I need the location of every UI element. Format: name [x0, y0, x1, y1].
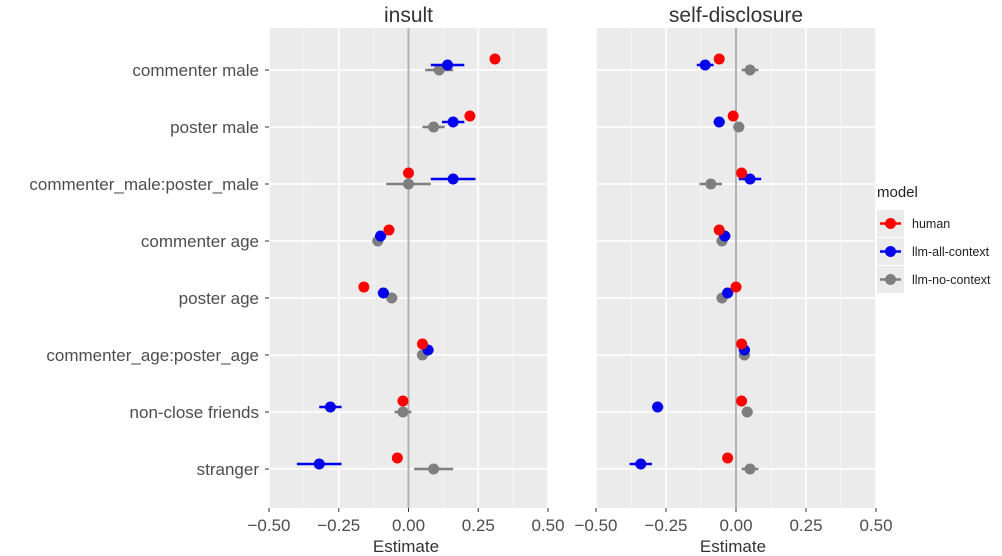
panels: insult−0.50 −0.25 0.00 0.25 0.50self-disclos… [247, 4, 892, 535]
x-tick-label: 0.50 [859, 516, 892, 535]
data-point [464, 110, 476, 122]
x-axis-title-self-disclosure: Estimate [700, 537, 766, 556]
data-point [324, 401, 336, 413]
panel-insult: insult −0.50 −0.25 0.00 0.25 0.50 [247, 4, 564, 535]
data-point [733, 121, 745, 133]
data-point [397, 395, 409, 407]
data-point [433, 64, 445, 76]
data-point [722, 452, 734, 464]
data-point [428, 121, 440, 133]
data-point [727, 110, 739, 122]
data-point [722, 287, 734, 299]
data-point [652, 401, 664, 413]
x-tick-label: 0.25 [462, 516, 495, 535]
y-category-label: stranger [197, 460, 260, 479]
x-tick-label: −0.50 [247, 516, 290, 535]
y-category-label: poster age [179, 289, 259, 308]
data-point [713, 53, 725, 65]
data-point [403, 167, 414, 179]
data-point [713, 116, 725, 128]
data-point [741, 406, 753, 418]
data-point [391, 452, 403, 464]
data-point [744, 64, 756, 76]
data-point [358, 281, 370, 293]
data-point [744, 173, 756, 185]
x-tick-label: 0.00 [392, 516, 425, 535]
data-point [635, 458, 647, 470]
data-point [428, 463, 440, 475]
panel-self-disclosure: self-disclosure −0.50 −0.25 0.00 0.25 0.50 [574, 4, 892, 535]
data-point [416, 338, 428, 350]
x-tick-label: 0.00 [719, 516, 752, 535]
legend-label: human [912, 217, 950, 231]
x-axis-title-insult: Estimate [373, 537, 439, 556]
data-point [744, 463, 756, 475]
data-point [383, 224, 395, 236]
x-tick-label: −0.50 [574, 516, 617, 535]
series-llm-all-context [629, 59, 762, 470]
legend-title: model [877, 184, 918, 201]
data-point [386, 292, 398, 304]
data-point [375, 230, 387, 242]
data-point [442, 59, 454, 71]
data-point [699, 59, 711, 71]
data-point [705, 178, 717, 190]
legend-key-point [885, 218, 896, 229]
legend-label: llm-no-context [912, 273, 991, 287]
data-point [377, 287, 389, 299]
x-tick-label: 0.25 [789, 516, 822, 535]
panel-title: insult [384, 4, 433, 27]
data-point [713, 224, 725, 236]
x-tick-label: 0.50 [531, 516, 564, 535]
data-point [397, 406, 409, 418]
data-point [730, 281, 742, 293]
y-category-label: commenter male [132, 61, 259, 80]
data-point [489, 53, 501, 65]
data-point [447, 116, 459, 128]
y-category-label: commenter_age:poster_age [46, 346, 259, 365]
legend-key-point [885, 274, 896, 285]
x-tick-label: −0.25 [644, 516, 687, 535]
data-point [736, 395, 748, 407]
y-category-label: commenter_male:poster_male [29, 175, 259, 194]
data-point [403, 178, 414, 190]
series-llm-all-context [296, 59, 476, 470]
panel-title: self-disclosure [669, 4, 803, 27]
data-point [736, 167, 748, 179]
y-axis-category-labels: commenter male poster male commenter_male:… [29, 61, 269, 479]
data-point [313, 458, 325, 470]
legend: model human llm-all-context llm-no-context [877, 184, 991, 293]
y-category-label: poster male [170, 118, 259, 137]
series-human [713, 53, 748, 464]
y-category-label: non-close friends [130, 403, 259, 422]
data-point [736, 338, 748, 350]
series-llm-no-context [372, 64, 454, 475]
y-category-label: commenter age [141, 232, 259, 251]
legend-key-point [885, 246, 896, 257]
legend-label: llm-all-context [912, 245, 990, 259]
series-human [358, 53, 501, 464]
x-tick-label: −0.25 [317, 516, 360, 535]
data-point [447, 173, 459, 185]
